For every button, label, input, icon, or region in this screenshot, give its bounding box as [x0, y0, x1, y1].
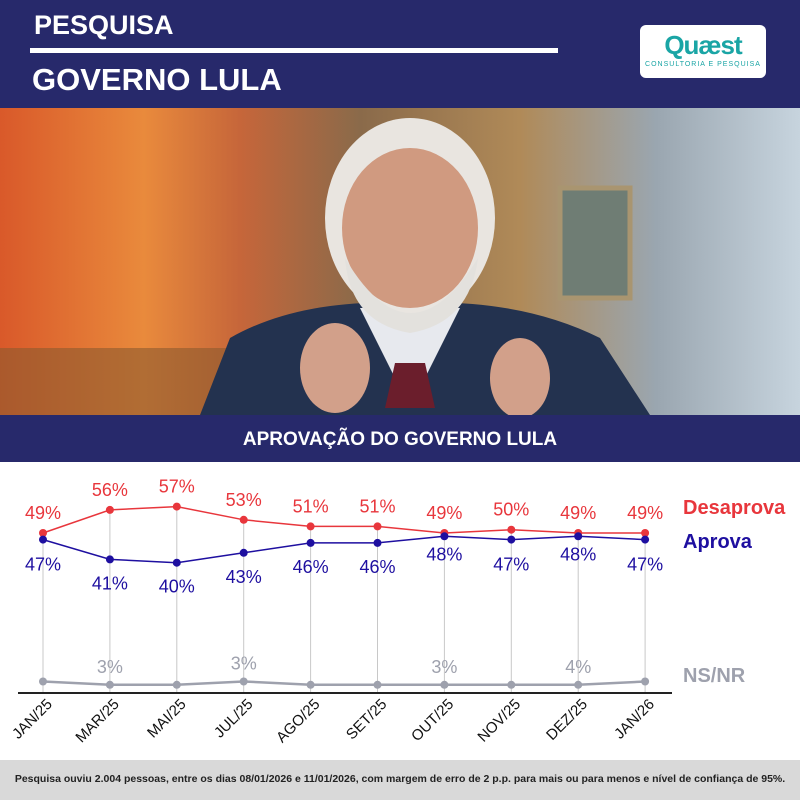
data-point — [306, 538, 315, 547]
logo-subtitle: CONSULTORIA E PESQUISA — [645, 61, 761, 68]
data-point — [239, 677, 248, 686]
data-label: 49% — [627, 503, 663, 523]
legend-nsnr: NS/NR — [683, 665, 746, 687]
footer: Pesquisa ouviu 2.004 pessoas, entre os d… — [0, 760, 800, 800]
data-point — [373, 680, 382, 689]
data-label: 49% — [426, 503, 462, 523]
footnote: Pesquisa ouviu 2.004 pessoas, entre os d… — [14, 773, 786, 785]
data-point — [239, 515, 248, 524]
data-label: 4% — [565, 657, 591, 677]
data-point — [172, 558, 181, 567]
x-tick-label: SET/25 — [343, 696, 390, 743]
data-label: 51% — [293, 496, 329, 516]
data-label: 47% — [25, 555, 61, 575]
series-line-nsnr — [42, 680, 646, 687]
data-point — [440, 680, 449, 689]
data-point — [105, 555, 114, 564]
data-point — [574, 680, 583, 689]
x-tick-label: MAR/25 — [72, 696, 122, 746]
divider — [30, 48, 558, 53]
data-point — [507, 525, 516, 534]
x-tick-label: DEZ/25 — [543, 696, 591, 744]
data-point — [39, 677, 47, 686]
data-label: 57% — [159, 477, 195, 497]
data-label: 51% — [359, 496, 395, 516]
x-tick-label: OUT/25 — [408, 696, 457, 745]
data-point — [306, 522, 315, 531]
data-point — [172, 680, 181, 689]
data-point — [507, 535, 516, 544]
data-point — [373, 522, 382, 531]
chart-title: APROVAÇÃO DO GOVERNO LULA — [242, 429, 558, 450]
data-point — [105, 680, 114, 689]
data-label: 56% — [92, 480, 128, 500]
data-label: 49% — [560, 503, 596, 523]
data-point — [507, 680, 516, 689]
data-label: 41% — [92, 573, 128, 593]
x-tick-label: NOV/25 — [474, 696, 524, 746]
data-point — [39, 535, 47, 544]
data-label: 3% — [231, 654, 257, 674]
logo-word: Quæst — [664, 30, 742, 60]
quaest-logo: Quæst CONSULTORIA E PESQUISA — [640, 25, 766, 78]
data-label: 43% — [226, 567, 262, 587]
data-point — [641, 529, 650, 537]
photo-lula — [0, 108, 800, 415]
x-tick-label: JAN/26 — [611, 696, 658, 743]
chart-title-bar: APROVAÇÃO DO GOVERNO LULA — [0, 415, 800, 462]
kicker: PESQUISA — [34, 10, 174, 40]
portrait-illustration — [0, 118, 650, 415]
line-chart: JAN/25 MAR/25 MAI/25 JUL/25 AGO/25 SET/25 OUT/… — [9, 477, 786, 747]
data-label: 48% — [560, 544, 596, 564]
data-label: 47% — [493, 555, 529, 575]
header: PESQUISA GOVERNO LULA Quæst CONSULTORIA … — [0, 0, 800, 108]
legend-desaprova: Desaprova — [683, 497, 786, 519]
data-label: 40% — [159, 577, 195, 597]
data-point — [574, 532, 583, 541]
data-point — [373, 538, 382, 547]
data-label: 49% — [25, 503, 61, 523]
x-tick-label: JAN/25 — [9, 696, 56, 743]
x-tick-label: JUL/25 — [211, 696, 257, 742]
data-label: 46% — [359, 557, 395, 577]
x-tick-label: AGO/25 — [273, 696, 323, 746]
data-label: 46% — [293, 557, 329, 577]
data-point — [641, 677, 650, 686]
data-label: 3% — [431, 657, 457, 677]
data-point — [239, 548, 248, 557]
data-point — [641, 535, 650, 544]
data-point — [39, 529, 47, 537]
data-point — [172, 502, 181, 511]
data-point — [105, 505, 114, 514]
data-label: 3% — [97, 657, 123, 677]
legend-aprova: Aprova — [683, 531, 753, 553]
data-point — [306, 680, 315, 689]
page-title: GOVERNO LULA — [32, 62, 282, 97]
data-label: 53% — [226, 490, 262, 510]
data-point — [440, 532, 449, 541]
x-tick-label: MAI/25 — [144, 696, 190, 742]
series-line-desaprova — [42, 505, 646, 534]
series-line-aprova — [42, 535, 646, 564]
data-label: 50% — [493, 500, 529, 520]
data-label: 48% — [426, 544, 462, 564]
data-label: 47% — [627, 555, 663, 575]
